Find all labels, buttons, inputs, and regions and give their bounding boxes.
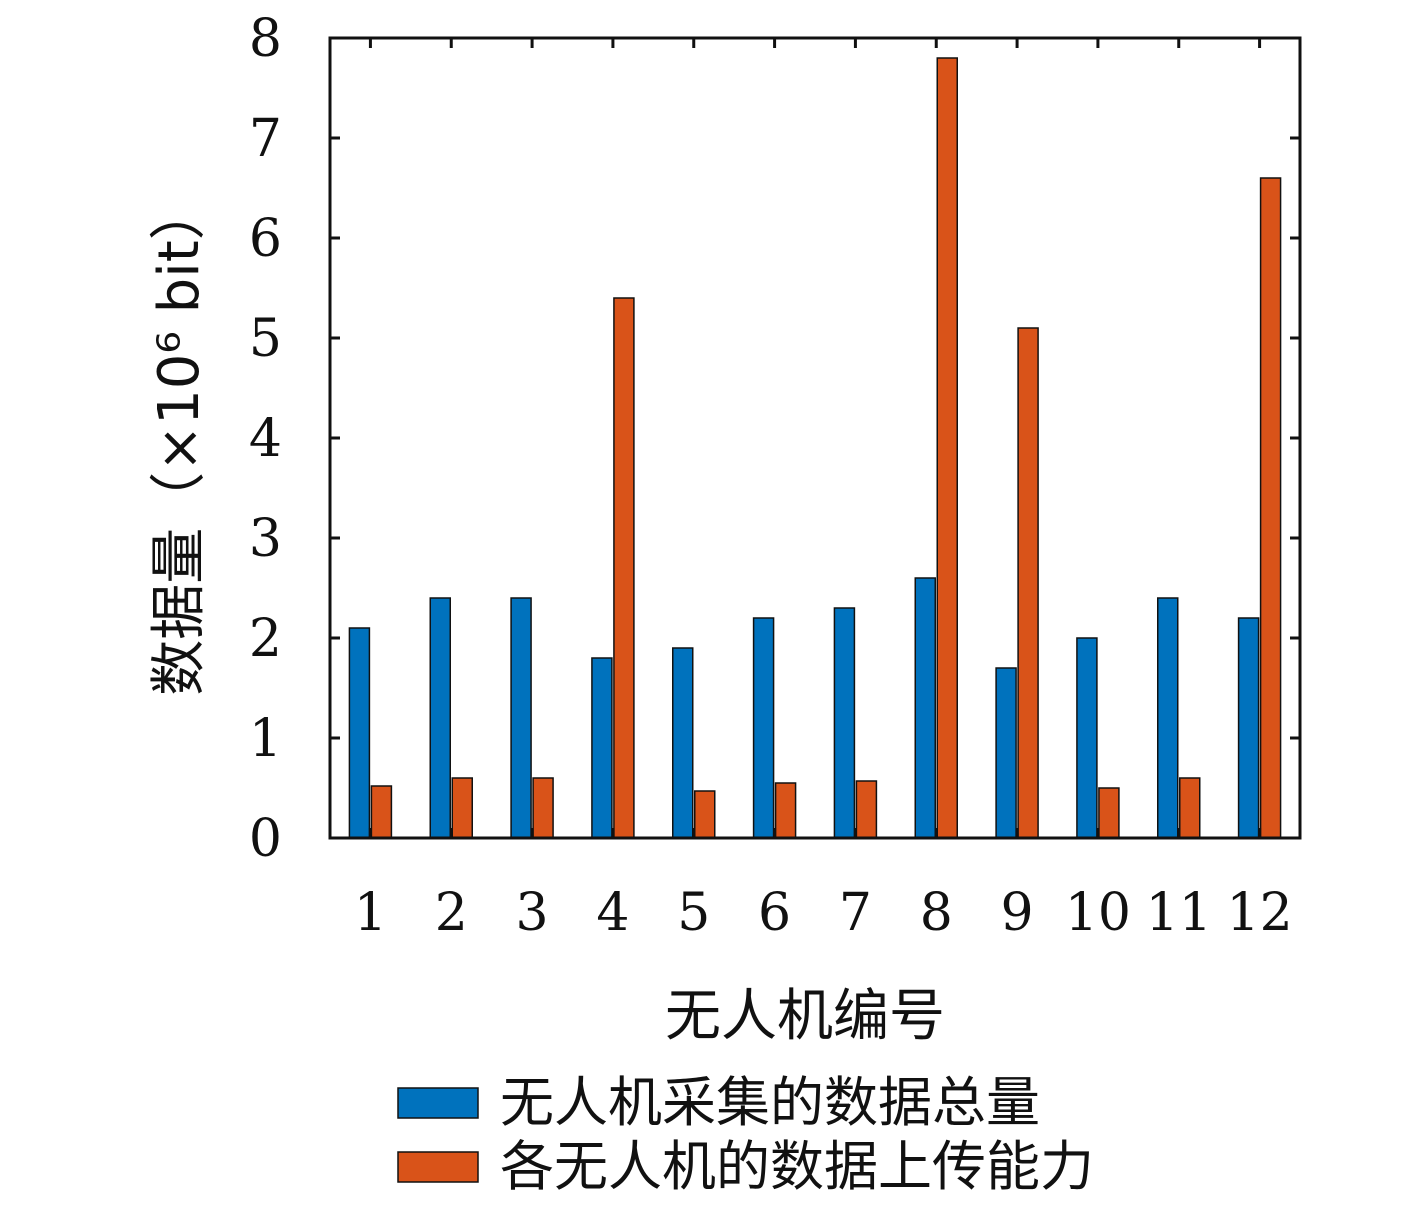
- x-tick-label: 6: [758, 883, 791, 943]
- bar-series-2-uav-2: [451, 777, 473, 839]
- y-axis-title: 数据量（×10⁶ bit）: [147, 184, 212, 696]
- ticks-layer: [330, 36, 1300, 840]
- x-tick-label: 12: [1226, 883, 1292, 943]
- x-tick-label: 7: [839, 883, 872, 943]
- legend-swatch-series-1: [397, 1087, 479, 1119]
- bar-series-1-uav-9: [995, 667, 1017, 839]
- bar-series-2-uav-3: [532, 777, 554, 839]
- x-tick-label: 5: [677, 883, 710, 943]
- x-tick-label: 11: [1146, 883, 1212, 943]
- bar-series-1-uav-10: [1076, 637, 1098, 839]
- bar-series-1-uav-11: [1157, 597, 1179, 839]
- bar-series-1-uav-12: [1237, 617, 1260, 839]
- bar-series-1-uav-7: [833, 607, 856, 839]
- bar-series-2-uav-10: [1098, 787, 1120, 839]
- x-tick-label: 4: [596, 883, 629, 943]
- bar-series-2-uav-7: [855, 780, 878, 839]
- y-tick-label: 7: [249, 109, 282, 169]
- bar-series-1-uav-5: [672, 647, 694, 839]
- bar-series-1-uav-1: [348, 627, 371, 839]
- y-tick-label: 4: [249, 409, 282, 469]
- x-tick-label: 10: [1065, 883, 1131, 943]
- bars-layer: [348, 57, 1282, 839]
- x-tick-label: 3: [516, 883, 549, 943]
- y-tick-label: 5: [249, 309, 282, 369]
- legend-label-series-1: 无人机采集的数据总量: [500, 1071, 1040, 1134]
- bar-series-1-uav-2: [429, 597, 451, 839]
- bar-series-1-uav-3: [510, 597, 532, 839]
- x-tick-label: 1: [354, 883, 387, 943]
- bar-series-1-uav-6: [752, 617, 775, 839]
- bar-series-2-uav-5: [694, 790, 716, 839]
- bar-series-2-uav-9: [1017, 327, 1039, 839]
- y-tick-label: 6: [249, 209, 282, 269]
- y-tick-label: 8: [249, 9, 282, 69]
- legend-swatch-series-2: [397, 1151, 479, 1183]
- bar-series-1-uav-8: [914, 577, 936, 839]
- y-tick-label: 1: [249, 709, 282, 769]
- x-tick-label: 8: [920, 883, 953, 943]
- bar-series-2-uav-4: [613, 297, 635, 839]
- bar-series-2-uav-6: [774, 782, 797, 839]
- y-tick-label: 2: [249, 609, 282, 669]
- bar-series-1-uav-4: [591, 657, 613, 839]
- x-tick-labels: 1 2 3 4 5 6 7 8 9 10 11 12: [354, 883, 1293, 943]
- x-tick-label: 9: [1001, 883, 1034, 943]
- y-tick-labels: 0 1 2 3 4 5 6 7 8: [249, 9, 282, 869]
- bar-series-2-uav-12: [1259, 177, 1282, 839]
- bar-series-2-uav-11: [1179, 777, 1201, 839]
- plot-frame: [328, 36, 1302, 840]
- x-tick-label: 2: [435, 883, 468, 943]
- bar-series-2-uav-1: [370, 785, 393, 839]
- y-tick-label: 3: [249, 509, 282, 569]
- y-tick-label: 0: [249, 809, 282, 869]
- legend-label-series-2: 各无人机的数据上传能力: [500, 1135, 1094, 1198]
- x-axis-title: 无人机编号: [665, 984, 945, 1049]
- bar-series-2-uav-8: [936, 57, 958, 839]
